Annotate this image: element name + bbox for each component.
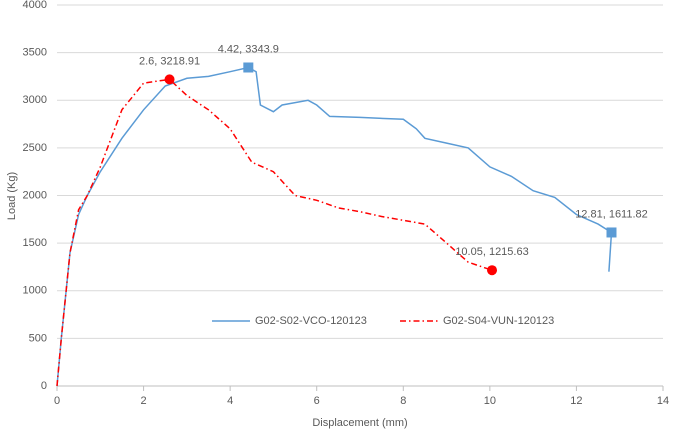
point-label: 12.81, 1611.82: [575, 208, 648, 220]
point-label: 2.6, 3218.91: [139, 55, 200, 67]
x-tick-label: 12: [570, 395, 582, 407]
y-tick-label: 2000: [23, 189, 47, 201]
x-tick-label: 4: [227, 395, 233, 407]
y-tick-label: 500: [29, 332, 47, 344]
x-tick-label: 0: [54, 395, 60, 407]
y-tick-label: 3500: [23, 47, 47, 59]
point-marker: [487, 265, 498, 276]
point-label: 10.05, 1215.63: [455, 246, 528, 258]
x-axis-label: Displacement (mm): [312, 417, 407, 429]
legend-label: G02-S04-VUN-120123: [443, 315, 554, 327]
series-line: [56, 78, 493, 387]
x-tick-label: 10: [484, 395, 496, 407]
x-tick-label: 8: [400, 395, 406, 407]
y-tick-label: 4000: [23, 0, 47, 11]
legend-label: G02-S02-VCO-120123: [255, 315, 367, 327]
y-tick-label: 3000: [23, 94, 47, 106]
x-tick-label: 2: [141, 395, 147, 407]
y-tick-label: 1000: [23, 285, 47, 297]
point-marker: [243, 62, 254, 73]
x-tick-label: 6: [314, 395, 320, 407]
y-axis-label: Load (Kg): [6, 172, 18, 220]
point-marker: [164, 74, 175, 85]
series-line: [56, 66, 613, 387]
x-tick-label: 14: [657, 395, 669, 407]
y-tick-label: 1500: [23, 237, 47, 249]
point-label: 4.42, 3343.9: [218, 43, 279, 55]
y-tick-label: 0: [41, 380, 47, 392]
y-tick-label: 2500: [23, 142, 47, 154]
point-marker: [606, 227, 617, 238]
